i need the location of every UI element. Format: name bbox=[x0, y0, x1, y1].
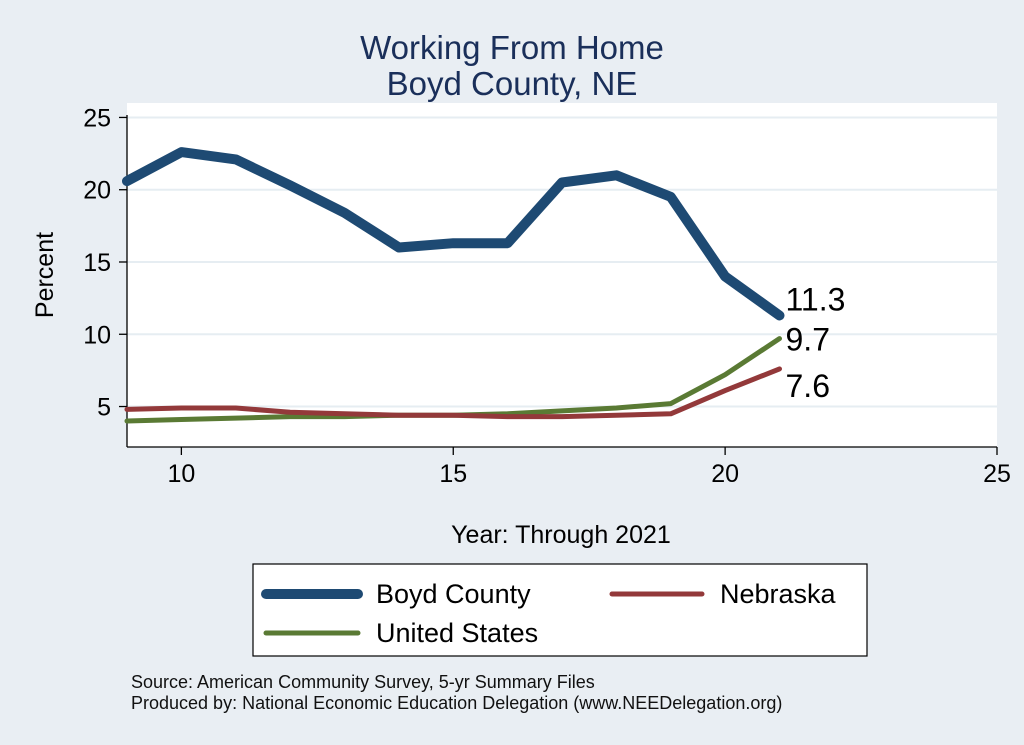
y-tick-label-25: 25 bbox=[83, 104, 111, 132]
chart-subtitle: Boyd County, NE bbox=[386, 65, 638, 102]
legend-label-boyd-county: Boyd County bbox=[376, 579, 531, 609]
y-axis-title: Percent bbox=[31, 232, 59, 318]
x-tick-label-10: 10 bbox=[167, 460, 195, 488]
source-note: Source: American Community Survey, 5-yr … bbox=[131, 672, 595, 692]
legend-label-united-states: United States bbox=[376, 618, 538, 648]
chart-title: Working From Home bbox=[360, 29, 664, 66]
x-tick-label-15: 15 bbox=[439, 460, 467, 488]
x-axis-title: Year: Through 2021 bbox=[451, 521, 671, 549]
y-tick-label-5: 5 bbox=[97, 394, 111, 422]
x-tick-label-20: 20 bbox=[711, 460, 739, 488]
x-tick-label-25: 25 bbox=[983, 460, 1011, 488]
y-tick-label-20: 20 bbox=[83, 177, 111, 205]
legend-box bbox=[252, 563, 868, 657]
y-tick-label-10: 10 bbox=[83, 321, 111, 349]
legend-label-nebraska: Nebraska bbox=[720, 579, 837, 609]
series-line-nebraska bbox=[124, 366, 782, 420]
end-label-united-states: 9.7 bbox=[786, 322, 830, 358]
series-line-boyd-county bbox=[122, 147, 785, 321]
producer-note: Produced by: National Economic Education… bbox=[131, 693, 783, 713]
end-label-nebraska: 7.6 bbox=[786, 368, 830, 404]
y-tick-label-15: 15 bbox=[83, 249, 111, 277]
plot-area bbox=[127, 103, 997, 447]
end-label-boyd-county: 11.3 bbox=[786, 281, 846, 317]
